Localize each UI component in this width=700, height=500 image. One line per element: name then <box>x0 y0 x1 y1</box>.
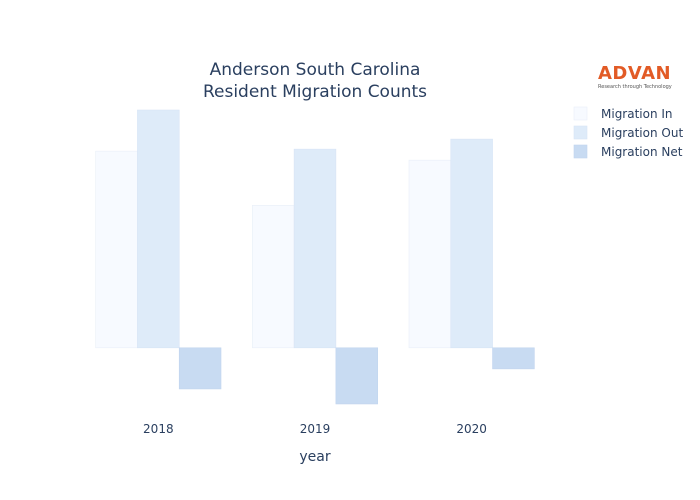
x-tick-label: 2020 <box>456 422 487 436</box>
bar-migration-in-2018 <box>95 150 138 349</box>
bar-migration-in-2020 <box>408 159 452 349</box>
x-tick-labels: 2018 2019 2020 <box>143 422 487 436</box>
legend-label[interactable]: Migration Net <box>601 145 683 159</box>
bar-migration-in-2019 <box>252 205 295 349</box>
bar-migration-out-2018 <box>137 109 180 349</box>
legend-swatch[interactable] <box>573 144 588 159</box>
bar-migration-net-2020 <box>492 347 535 370</box>
x-axis-title: year <box>299 449 330 465</box>
x-tick-label: 2018 <box>143 422 174 436</box>
bar-migration-out-2019 <box>293 148 337 349</box>
bars-layer <box>95 109 535 405</box>
chart-title-line-1: Anderson South Carolina <box>210 60 421 80</box>
logo-brand-text: ADVAN <box>598 63 672 84</box>
bar-migration-net-2019 <box>335 347 378 405</box>
bar-migration-net-2018 <box>178 347 222 390</box>
advan-logo: ADVAN Research through Technology <box>598 64 674 94</box>
legend: Migration In Migration Out Migration Net <box>573 106 683 159</box>
legend-swatch[interactable] <box>573 106 588 121</box>
legend-label[interactable]: Migration Out <box>601 126 683 140</box>
x-tick-label: 2019 <box>300 422 331 436</box>
chart-title: Anderson South Carolina Resident Migrati… <box>203 60 427 102</box>
legend-swatch[interactable] <box>573 125 588 140</box>
legend-label[interactable]: Migration In <box>601 107 673 121</box>
chart-title-line-2: Resident Migration Counts <box>203 82 427 102</box>
bar-migration-out-2020 <box>450 138 493 349</box>
logo-tagline: Research through Technology <box>598 84 672 90</box>
